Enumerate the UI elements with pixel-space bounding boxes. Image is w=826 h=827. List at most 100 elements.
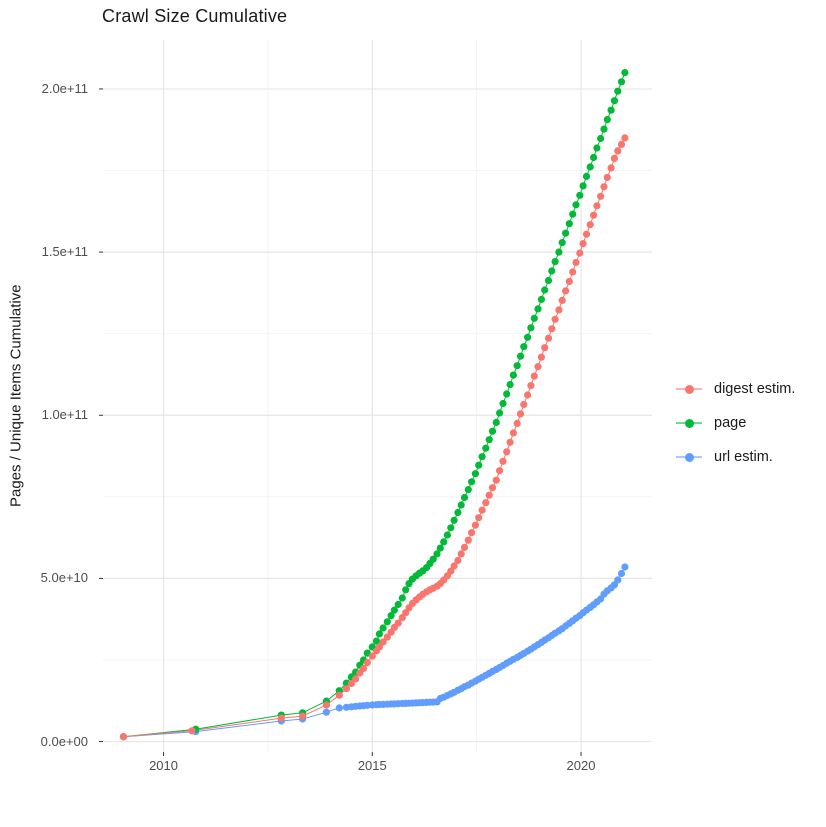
data-point-digest-estim-: [565, 277, 573, 286]
data-point-digest-estim-: [610, 154, 619, 162]
data-point-page: [460, 493, 469, 502]
data-point-page: [447, 524, 455, 532]
data-point-digest-estim-: [450, 562, 458, 570]
data-point-digest-estim-: [524, 391, 532, 399]
data-point-page: [541, 286, 549, 294]
data-point-digest-estim-: [516, 410, 525, 418]
data-point-page: [503, 390, 511, 398]
data-point-digest-estim-: [447, 567, 455, 575]
data-point-page: [492, 418, 500, 426]
data-point-page: [582, 172, 591, 180]
y-tick-label: 2.0e+11: [41, 80, 88, 96]
y-tick-label: 0.0e+00: [40, 733, 88, 749]
y-tick-label: 1.5e+11: [41, 244, 88, 260]
data-point-digest-estim-: [352, 675, 360, 683]
data-point-digest-estim-: [551, 315, 559, 323]
data-point-digest-estim-: [482, 499, 490, 507]
data-point-page: [433, 550, 441, 558]
data-point-page: [534, 305, 542, 313]
data-point-digest-estim-: [363, 659, 371, 667]
legend-item-page: page: [676, 406, 795, 440]
data-point-page: [513, 362, 521, 370]
data-point-digest-estim-: [499, 457, 507, 465]
data-point-page: [429, 555, 437, 563]
data-point-page: [607, 106, 615, 114]
data-point-page: [520, 343, 528, 351]
data-point-url-estim-: [614, 576, 622, 584]
data-point-page: [471, 470, 479, 478]
data-point-page: [603, 116, 611, 124]
data-point-page: [468, 478, 476, 486]
data-point-digest-estim-: [569, 268, 577, 276]
data-point-url-estim-: [335, 704, 343, 712]
legend-color-dot: [684, 452, 694, 462]
data-point-page: [390, 606, 398, 614]
legend-color-dot: [684, 418, 694, 428]
y-tick-label: 5.0e+10: [40, 570, 88, 586]
data-point-digest-estim-: [394, 619, 402, 627]
data-point-page: [443, 531, 451, 539]
legend-label: url estim.: [714, 449, 773, 465]
data-point-digest-estim-: [359, 664, 368, 673]
data-point-page: [457, 501, 465, 509]
data-point-page: [379, 624, 387, 632]
data-point-digest-estim-: [513, 419, 521, 427]
data-point-page: [530, 314, 538, 322]
legend-label: page: [714, 415, 747, 431]
data-point-page: [555, 248, 563, 256]
data-point-page: [383, 618, 391, 626]
data-point-page: [600, 125, 608, 133]
data-point-page: [450, 516, 458, 524]
data-point-digest-estim-: [460, 543, 469, 552]
data-point-page: [565, 220, 573, 228]
data-point-digest-estim-: [544, 334, 553, 342]
data-point-page: [593, 144, 601, 152]
data-point-digest-estim-: [597, 192, 605, 200]
data-point-page: [579, 182, 587, 190]
data-point-digest-estim-: [488, 484, 497, 492]
legend-label: digest estim.: [714, 381, 796, 397]
data-point-digest-estim-: [468, 529, 476, 537]
data-point-digest-estim-: [558, 296, 566, 304]
data-point-digest-estim-: [375, 643, 383, 651]
data-point-page: [617, 78, 626, 86]
data-point-digest-estim-: [530, 372, 538, 380]
data-point-digest-estim-: [475, 514, 483, 522]
data-point-url-estim-: [322, 708, 330, 716]
data-point-digest-estim-: [593, 202, 601, 210]
data-point-digest-estim-: [582, 230, 591, 238]
data-point-digest-estim-: [541, 344, 549, 352]
data-point-page: [548, 267, 556, 275]
data-point-page: [524, 333, 532, 341]
data-point-page: [375, 630, 383, 638]
data-point-page: [506, 381, 514, 389]
data-point-digest-estim-: [347, 679, 355, 688]
legend-key-icon: [676, 417, 702, 429]
data-point-page: [398, 594, 406, 602]
data-point-page: [527, 324, 535, 332]
data-point-page: [372, 637, 381, 645]
data-point-page: [544, 276, 553, 285]
legend: digest estim. page url estim.: [676, 372, 795, 474]
data-point-digest-estim-: [555, 306, 563, 314]
data-point-page: [402, 586, 410, 594]
data-point-digest-estim-: [492, 476, 500, 484]
data-point-digest-estim-: [527, 382, 535, 390]
data-point-page: [586, 163, 594, 171]
data-point-digest-estim-: [509, 429, 517, 437]
data-point-page: [551, 258, 559, 266]
data-point-page: [488, 427, 497, 435]
data-point-digest-estim-: [383, 633, 391, 641]
data-point-digest-estim-: [607, 164, 615, 172]
chart-title: Crawl Size Cumulative: [102, 6, 288, 26]
data-point-page: [516, 352, 525, 360]
data-point-digest-estim-: [299, 712, 307, 720]
data-point-digest-estim-: [457, 550, 465, 558]
data-point-url-estim-: [617, 569, 626, 578]
data-point-page: [464, 486, 472, 494]
data-point-page: [485, 436, 493, 444]
data-point-page: [387, 612, 395, 620]
data-point-digest-estim-: [503, 448, 511, 456]
legend-key-icon: [676, 383, 702, 395]
